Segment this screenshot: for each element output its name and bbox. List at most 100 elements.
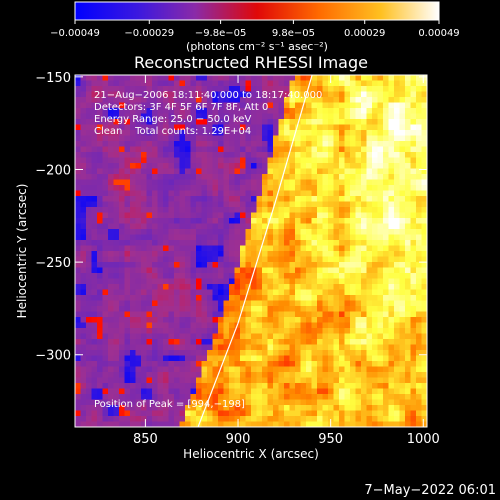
heatmap-cell xyxy=(394,80,401,87)
heatmap-cell xyxy=(86,383,93,390)
heatmap-cell xyxy=(157,372,164,379)
heatmap-cell xyxy=(102,306,109,313)
heatmap-cell xyxy=(350,185,357,192)
heatmap-cell xyxy=(212,355,219,362)
heatmap-cell xyxy=(223,410,230,417)
heatmap-cell xyxy=(366,306,373,313)
heatmap-cell xyxy=(86,344,93,351)
y-axis: −150−200−250−300 xyxy=(35,71,427,364)
heatmap-cell xyxy=(410,355,417,362)
heatmap-cell xyxy=(75,75,82,82)
heatmap-cell xyxy=(141,130,148,137)
heatmap-cell xyxy=(306,179,313,186)
heatmap-cell xyxy=(355,284,362,291)
heatmap-cell xyxy=(185,421,192,427)
heatmap-cell xyxy=(91,361,98,368)
heatmap-cell xyxy=(262,146,269,153)
heatmap-cell xyxy=(350,361,357,368)
heatmap-cell xyxy=(234,344,241,351)
heatmap-cell xyxy=(416,218,423,225)
heatmap-cell xyxy=(322,383,329,390)
heatmap-cell xyxy=(174,119,181,126)
heatmap-cell xyxy=(91,256,98,263)
heatmap-cell xyxy=(108,75,115,82)
heatmap-cell xyxy=(229,130,236,137)
heatmap-cell xyxy=(267,196,274,203)
heatmap-cell xyxy=(399,256,406,263)
heatmap-cell xyxy=(102,97,109,104)
heatmap-cell xyxy=(333,339,340,346)
heatmap-cell xyxy=(377,207,384,214)
heatmap-cell xyxy=(300,91,307,98)
heatmap-cell xyxy=(190,245,197,252)
heatmap-cell xyxy=(234,267,241,274)
heatmap-cell xyxy=(300,328,307,335)
heatmap-cell xyxy=(168,251,175,258)
heatmap-cell xyxy=(113,86,120,93)
heatmap-cell xyxy=(355,207,362,214)
heatmap-cell xyxy=(119,333,126,340)
heatmap-cell xyxy=(135,212,142,219)
heatmap-cell xyxy=(130,295,137,302)
heatmap-cell xyxy=(339,399,346,406)
heatmap-cell xyxy=(383,278,390,285)
heatmap-cell xyxy=(377,262,384,269)
heatmap-cell xyxy=(223,273,230,280)
heatmap-cell xyxy=(190,366,197,373)
heatmap-cell xyxy=(212,262,219,269)
heatmap-cell xyxy=(223,234,230,241)
heatmap-cell xyxy=(421,152,427,159)
heatmap-cell xyxy=(157,174,164,181)
heatmap-cell xyxy=(174,135,181,142)
heatmap-cell xyxy=(333,196,340,203)
heatmap-cell xyxy=(119,410,126,417)
heatmap-cell xyxy=(355,168,362,175)
heatmap-cell xyxy=(229,317,236,324)
heatmap-cell xyxy=(361,190,368,197)
heatmap-cell xyxy=(75,130,82,137)
heatmap-cell xyxy=(344,306,351,313)
heatmap-cell xyxy=(344,328,351,335)
heatmap-cell xyxy=(399,152,406,159)
heatmap-cell xyxy=(262,113,269,120)
heatmap-cell xyxy=(163,234,170,241)
heatmap-cell xyxy=(377,273,384,280)
heatmap-cell xyxy=(168,91,175,98)
heatmap-cell xyxy=(119,372,126,379)
heatmap-cell xyxy=(295,229,302,236)
heatmap-cell xyxy=(256,163,263,170)
heatmap-cell xyxy=(135,339,142,346)
heatmap-cell xyxy=(190,317,197,324)
heatmap-cell xyxy=(394,251,401,258)
heatmap-cell xyxy=(284,75,291,82)
heatmap-cell xyxy=(278,234,285,241)
heatmap-cell xyxy=(75,388,82,395)
heatmap-cell xyxy=(108,317,115,324)
heatmap-cell xyxy=(190,295,197,302)
heatmap-cell xyxy=(300,273,307,280)
heatmap-cell xyxy=(405,163,412,170)
heatmap-cell xyxy=(383,344,390,351)
heatmap-cell xyxy=(306,405,313,412)
heatmap-cell xyxy=(207,185,214,192)
heatmap-cell xyxy=(267,86,274,93)
heatmap-cell xyxy=(234,135,241,142)
heatmap-cell xyxy=(366,300,373,307)
heatmap-cell xyxy=(394,394,401,401)
heatmap-cell xyxy=(124,322,131,329)
heatmap-cell xyxy=(86,350,93,357)
heatmap-cell xyxy=(124,135,131,142)
heatmap-cell xyxy=(240,300,247,307)
heatmap-cell xyxy=(289,355,296,362)
heatmap-cell xyxy=(344,135,351,142)
heatmap-cell xyxy=(372,97,379,104)
heatmap-cell xyxy=(344,185,351,192)
heatmap-cell xyxy=(284,234,291,241)
heatmap-cell xyxy=(86,377,93,384)
heatmap-cell xyxy=(245,163,252,170)
heatmap-cell xyxy=(399,366,406,373)
heatmap-cell xyxy=(339,339,346,346)
heatmap-cell xyxy=(207,284,214,291)
heatmap-cell xyxy=(157,201,164,208)
heatmap-cell xyxy=(190,394,197,401)
